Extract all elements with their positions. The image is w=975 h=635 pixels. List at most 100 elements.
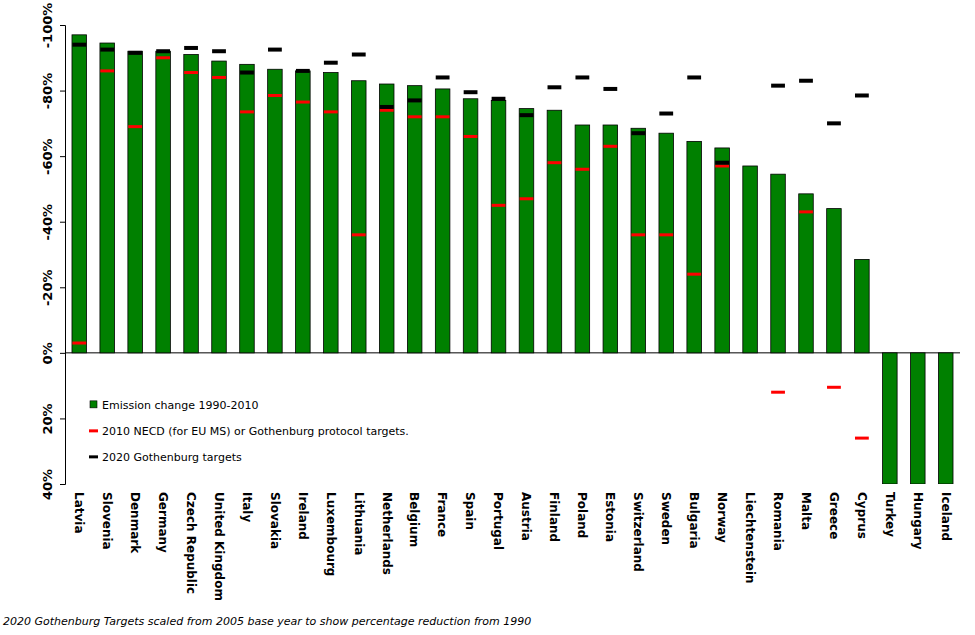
bar xyxy=(212,61,227,353)
marker-dash xyxy=(827,121,841,125)
bar xyxy=(156,51,171,353)
marker-dash xyxy=(687,75,701,79)
x-tick: Poland xyxy=(575,484,589,538)
x-tick-label: Netherlands xyxy=(380,492,394,575)
marker-dash xyxy=(492,97,506,101)
x-tick-label: Belgium xyxy=(407,492,421,547)
marker-dash xyxy=(715,161,729,165)
marker-dash xyxy=(212,49,226,53)
marker-dash xyxy=(72,43,86,47)
bar xyxy=(855,259,870,352)
x-tick: Hungary xyxy=(911,484,925,550)
zero-line xyxy=(65,352,960,353)
marker-dash xyxy=(184,71,198,74)
marker-dash xyxy=(631,233,645,236)
legend-item: 2020 Gothenburg targets xyxy=(89,451,242,464)
x-tick-label: Bulgaria xyxy=(687,492,701,549)
marker-dash xyxy=(436,75,450,79)
marks xyxy=(72,35,953,484)
marker-dash xyxy=(855,437,869,440)
bar xyxy=(827,209,842,353)
bar xyxy=(100,43,115,353)
bar xyxy=(352,81,367,353)
x-tick-label: Cyprus xyxy=(855,492,869,539)
marker-dash xyxy=(520,197,534,200)
y-tick-mark xyxy=(60,484,65,485)
y-tick-mark xyxy=(60,418,65,419)
marker-dash xyxy=(464,135,478,138)
x-tick: Spain xyxy=(463,484,477,530)
y-tick-label: -20% xyxy=(40,270,55,307)
y-tick-mark xyxy=(60,287,65,288)
x-tick: Latvia xyxy=(72,484,86,534)
bar xyxy=(911,353,926,484)
marker-dash xyxy=(380,109,394,112)
x-tick: Bulgaria xyxy=(687,484,701,549)
bar xyxy=(771,174,786,353)
marker-dash xyxy=(408,115,422,118)
bar xyxy=(631,128,646,353)
x-tick-label: Italy xyxy=(240,492,254,522)
y-tick-mark xyxy=(60,156,65,157)
x-tick: Lithuania xyxy=(352,484,366,555)
bar xyxy=(296,71,311,353)
marker-dash xyxy=(184,46,198,50)
legend-label: Emission change 1990-2010 xyxy=(102,399,258,412)
bar xyxy=(603,125,618,353)
x-tick-label: Slovenia xyxy=(100,492,114,550)
bar xyxy=(407,86,422,353)
x-tick-label: Romania xyxy=(771,492,785,551)
x-tick-label: Norway xyxy=(715,492,729,543)
y-tick-mark xyxy=(60,91,65,92)
marker-dash xyxy=(268,94,282,97)
y-tick-mark xyxy=(60,222,65,223)
x-tick-label: Hungary xyxy=(911,492,925,550)
y-tick-label: -100% xyxy=(40,3,55,49)
marker-dash xyxy=(380,105,394,109)
marker-dash xyxy=(296,101,310,104)
x-tick: France xyxy=(435,484,449,537)
bar xyxy=(659,133,674,353)
legend-swatch xyxy=(89,455,98,458)
x-tick-label: Liechtenstein xyxy=(743,492,757,584)
y-tick: -60% xyxy=(40,138,65,175)
x-tick-label: Spain xyxy=(463,492,477,530)
x-tick: Romania xyxy=(771,484,785,551)
marker-dash xyxy=(128,51,142,55)
marker-dash xyxy=(408,98,422,102)
x-tick-label: Malta xyxy=(799,492,813,530)
bar xyxy=(72,35,87,353)
x-tick: Slovenia xyxy=(100,484,114,550)
x-tick-label: Poland xyxy=(575,492,589,538)
x-tick: Luxembourg xyxy=(324,484,338,576)
marker-dash xyxy=(827,386,841,389)
bar xyxy=(435,89,450,353)
legend-swatch xyxy=(89,429,98,432)
x-tick-label: United Kingdom xyxy=(212,492,226,601)
marker-dash xyxy=(659,233,673,236)
bar xyxy=(575,125,590,353)
x-tick: Denmark xyxy=(128,484,142,554)
bar xyxy=(491,100,506,352)
x-tick-label: Latvia xyxy=(72,492,86,534)
y-tick-label: 0% xyxy=(40,342,55,364)
marker-dash xyxy=(352,53,366,57)
marker-dash xyxy=(492,204,506,207)
series-0 xyxy=(72,35,953,484)
x-tick: Germany xyxy=(156,484,170,553)
y-tick-label: 20% xyxy=(40,403,55,434)
marker-dash xyxy=(156,49,170,53)
y-tick-label: -80% xyxy=(40,73,55,110)
marker-dash xyxy=(72,342,86,345)
x-tick: Netherlands xyxy=(380,484,394,575)
x-tick: Norway xyxy=(715,484,729,543)
bar xyxy=(184,55,199,353)
marker-dash xyxy=(464,90,478,94)
y-tick-label: -40% xyxy=(40,204,55,241)
legend-label: 2010 NECD (for EU MS) or Gothenburg prot… xyxy=(102,425,409,438)
marker-dash xyxy=(240,110,254,113)
bar xyxy=(268,69,283,353)
bar xyxy=(463,99,478,353)
x-tick-label: Finland xyxy=(547,492,561,542)
marker-dash xyxy=(100,48,114,52)
